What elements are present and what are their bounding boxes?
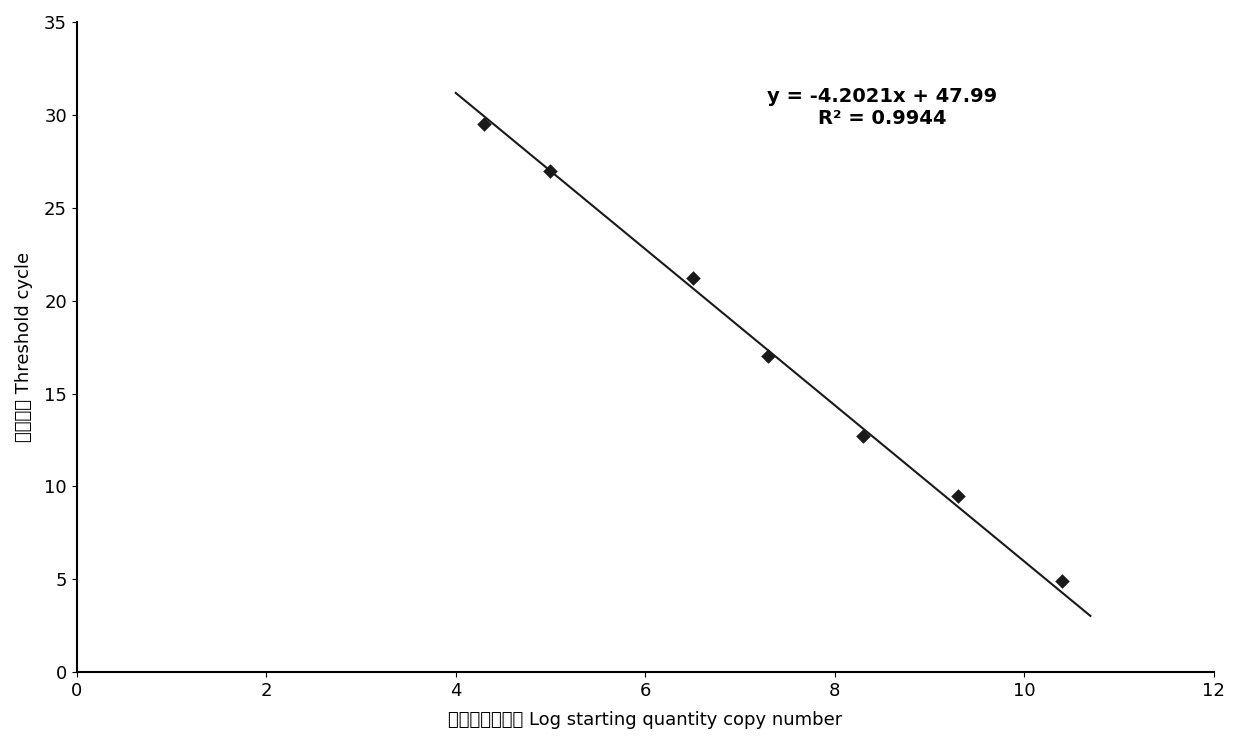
- Y-axis label: 循环阀値 Threshold cycle: 循环阀値 Threshold cycle: [15, 252, 33, 442]
- X-axis label: 初始模板量对数 Log starting quantity copy number: 初始模板量对数 Log starting quantity copy numbe…: [448, 711, 842, 729]
- Point: [1052, 575, 1071, 587]
- Point: [683, 272, 703, 284]
- Point: [853, 430, 873, 442]
- Point: [759, 350, 779, 362]
- Point: [541, 164, 560, 176]
- Text: y = -4.2021x + 47.99
R² = 0.9944: y = -4.2021x + 47.99 R² = 0.9944: [768, 87, 997, 128]
- Point: [474, 118, 494, 130]
- Point: [947, 490, 967, 501]
